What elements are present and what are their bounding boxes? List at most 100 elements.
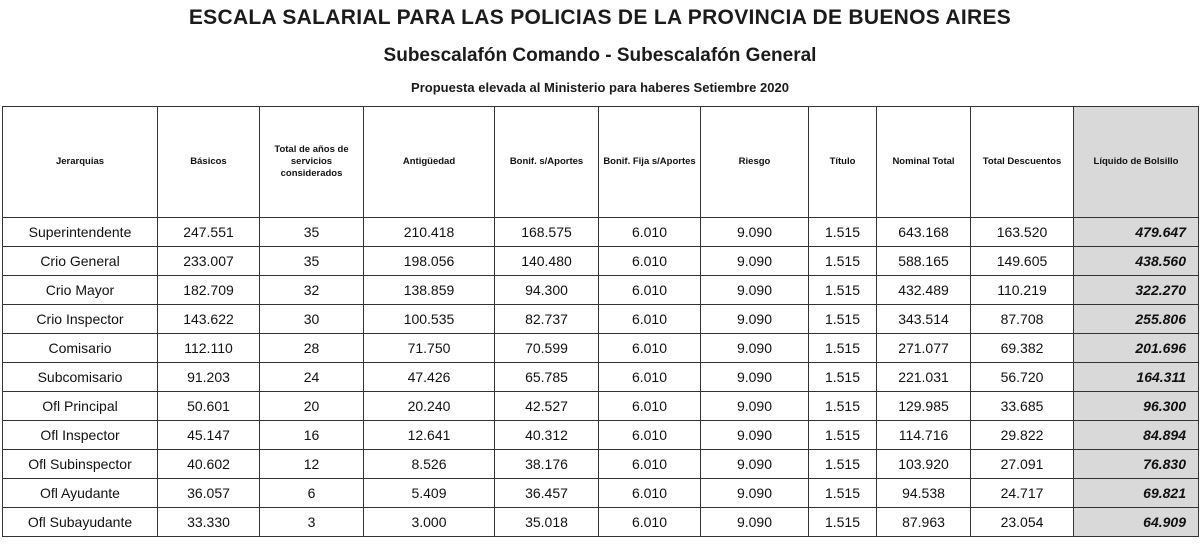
value-cell: 221.031: [876, 362, 971, 392]
table-header-row: Jerarquias Básicos Total de años de servic…: [2, 106, 1199, 218]
table-row: Ofl Ayudante 36.057 6 5.409 36.457 6.010 9.090…: [2, 478, 1199, 508]
net-pay-cell: 322.270: [1073, 275, 1199, 305]
value-cell: 65.785: [494, 362, 599, 392]
value-cell: 9.090: [700, 449, 809, 479]
rank-cell: Ofl Inspector: [2, 420, 158, 450]
value-cell: 87.963: [876, 507, 971, 537]
rank-cell: Superintendente: [2, 217, 158, 247]
value-cell: 3: [259, 507, 364, 537]
table-body: Superintendente 247.551 35 210.418 168.575 6.…: [2, 217, 1199, 537]
salary-table: Jerarquias Básicos Total de años de servic…: [2, 106, 1199, 537]
column-header: Bonif. s/Aportes: [494, 106, 599, 218]
value-cell: 33.330: [157, 507, 260, 537]
value-cell: 1.515: [808, 275, 877, 305]
net-pay-cell: 69.821: [1073, 478, 1199, 508]
value-cell: 6.010: [598, 507, 701, 537]
value-cell: 9.090: [700, 333, 809, 363]
value-cell: 38.176: [494, 449, 599, 479]
value-cell: 233.007: [157, 246, 260, 276]
value-cell: 20: [259, 391, 364, 421]
value-cell: 12.641: [363, 420, 495, 450]
document-title: ESCALA SALARIAL PARA LAS POLICIAS DE LA …: [188, 6, 1012, 29]
value-cell: 9.090: [700, 507, 809, 537]
value-cell: 129.985: [876, 391, 971, 421]
value-cell: 9.090: [700, 420, 809, 450]
value-cell: 182.709: [157, 275, 260, 305]
value-cell: 94.538: [876, 478, 971, 508]
value-cell: 588.165: [876, 246, 971, 276]
column-header: Líquido de Bolsillo: [1073, 106, 1199, 218]
column-header: Bonif. Fija s/Aportes: [598, 106, 701, 218]
table-row: Ofl Subayudante 33.330 3 3.000 35.018 6.010 9.…: [2, 507, 1199, 537]
table-row: Ofl Subinspector 40.602 12 8.526 38.176 6.010…: [2, 449, 1199, 479]
value-cell: 56.720: [970, 362, 1074, 392]
column-header: Nominal Total: [876, 106, 971, 218]
value-cell: 29.822: [970, 420, 1074, 450]
rank-cell: Crio Mayor: [2, 275, 158, 305]
net-pay-cell: 164.311: [1073, 362, 1199, 392]
value-cell: 42.527: [494, 391, 599, 421]
value-cell: 198.056: [363, 246, 495, 276]
value-cell: 35.018: [494, 507, 599, 537]
net-pay-cell: 438.560: [1073, 246, 1199, 276]
value-cell: 6.010: [598, 478, 701, 508]
rank-cell: Comisario: [2, 333, 158, 363]
value-cell: 5.409: [363, 478, 495, 508]
column-header: Antigüedad: [363, 106, 495, 218]
rank-cell: Ofl Principal: [2, 391, 158, 421]
value-cell: 6.010: [598, 246, 701, 276]
rank-cell: Ofl Ayudante: [2, 478, 158, 508]
value-cell: 1.515: [808, 246, 877, 276]
value-cell: 9.090: [700, 478, 809, 508]
value-cell: 6.010: [598, 275, 701, 305]
value-cell: 30: [259, 304, 364, 334]
value-cell: 1.515: [808, 304, 877, 334]
value-cell: 8.526: [363, 449, 495, 479]
value-cell: 35: [259, 246, 364, 276]
value-cell: 9.090: [700, 275, 809, 305]
rank-cell: Ofl Subayudante: [2, 507, 158, 537]
column-header: Título: [808, 106, 877, 218]
value-cell: 143.622: [157, 304, 260, 334]
table-row: Subcomisario 91.203 24 47.426 65.785 6.010 9.0…: [2, 362, 1199, 392]
value-cell: 9.090: [700, 362, 809, 392]
value-cell: 9.090: [700, 304, 809, 334]
value-cell: 271.077: [876, 333, 971, 363]
net-pay-cell: 96.300: [1073, 391, 1199, 421]
value-cell: 247.551: [157, 217, 260, 247]
value-cell: 1.515: [808, 362, 877, 392]
value-cell: 1.515: [808, 507, 877, 537]
table-row: Crio General 233.007 35 198.056 140.480 6.010…: [2, 246, 1199, 276]
rank-cell: Subcomisario: [2, 362, 158, 392]
value-cell: 12: [259, 449, 364, 479]
table-row: Comisario 112.110 28 71.750 70.599 6.010 9.090…: [2, 333, 1199, 363]
value-cell: 9.090: [700, 217, 809, 247]
value-cell: 47.426: [363, 362, 495, 392]
net-pay-cell: 479.647: [1073, 217, 1199, 247]
value-cell: 6.010: [598, 333, 701, 363]
value-cell: 1.515: [808, 420, 877, 450]
proposal-note: Propuesta elevada al Ministerio para hab…: [411, 80, 789, 95]
value-cell: 20.240: [363, 391, 495, 421]
value-cell: 103.920: [876, 449, 971, 479]
value-cell: 6: [259, 478, 364, 508]
document-subtitle: Subescalafón Comando - Subescalafón Gene…: [383, 45, 817, 66]
value-cell: 1.515: [808, 391, 877, 421]
net-pay-cell: 255.806: [1073, 304, 1199, 334]
table-row: Ofl Inspector 45.147 16 12.641 40.312 6.010 9.…: [2, 420, 1199, 450]
value-cell: 114.716: [876, 420, 971, 450]
rank-cell: Ofl Subinspector: [2, 449, 158, 479]
value-cell: 9.090: [700, 246, 809, 276]
value-cell: 9.090: [700, 391, 809, 421]
column-header: Jerarquias: [2, 106, 158, 218]
value-cell: 87.708: [970, 304, 1074, 334]
net-pay-cell: 76.830: [1073, 449, 1199, 479]
value-cell: 1.515: [808, 333, 877, 363]
value-cell: 112.110: [157, 333, 260, 363]
table-row: Crio Inspector 143.622 30 100.535 82.737 6.01…: [2, 304, 1199, 334]
value-cell: 149.605: [970, 246, 1074, 276]
value-cell: 82.737: [494, 304, 599, 334]
value-cell: 45.147: [157, 420, 260, 450]
net-pay-cell: 84.894: [1073, 420, 1199, 450]
rank-cell: Crio General: [2, 246, 158, 276]
